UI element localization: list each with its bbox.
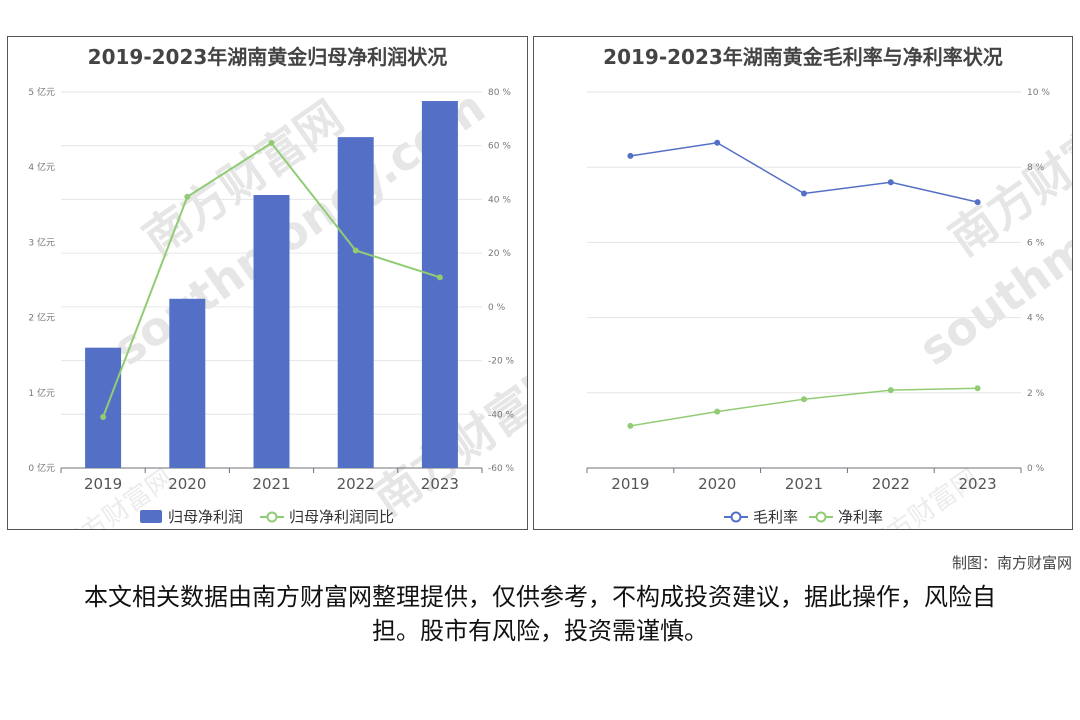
legend-line-label: 归母净利润同比 <box>289 508 394 526</box>
legend-bar-label: 归母净利润 <box>168 508 243 526</box>
net-margin-point-2023 <box>974 385 981 392</box>
legend-bar-swatch <box>140 510 162 523</box>
x-axis-label: 2022 <box>337 475 375 493</box>
yoy-point-2020 <box>184 193 191 200</box>
right-axis-tick-label: 0 % <box>488 303 506 313</box>
yoy-point-2019 <box>100 413 107 420</box>
x-axis-label: 2021 <box>252 475 290 493</box>
right-axis-tick-label: 2 % <box>1027 389 1045 399</box>
right-axis-tick-label: -40 % <box>488 410 515 420</box>
x-axis-label: 2023 <box>959 475 997 493</box>
disclaimer-text: 本文相关数据由南方财富网整理提供，仅供参考，不构成投资建议，据此操作，风险自担。… <box>84 583 996 645</box>
legend-line-marker <box>266 511 278 523</box>
yoy-point-2021 <box>268 140 275 147</box>
legend-net-margin-marker <box>815 511 827 523</box>
chart-credit: 制图：南方财富网 <box>951 554 1072 572</box>
right-axis-tick-label: 10 % <box>1027 88 1050 98</box>
x-axis-label: 2020 <box>698 475 736 493</box>
gross-margin-point-2023 <box>974 199 981 206</box>
bar-2021 <box>253 195 290 469</box>
gross-margin-point-2022 <box>887 179 894 186</box>
x-axis-label: 2020 <box>168 475 206 493</box>
bar-2023 <box>421 101 458 469</box>
bar-2020 <box>169 298 206 468</box>
x-axis-label: 2019 <box>84 475 122 493</box>
gross-margin-point-2020 <box>714 139 721 146</box>
right-axis-tick-label: 4 % <box>1027 314 1045 324</box>
yoy-point-2023 <box>436 274 443 281</box>
left-axis-tick-label: 5 亿元 <box>28 86 55 98</box>
left-axis-tick-label: 0 亿元 <box>28 462 55 474</box>
right-axis-tick-label: 0 % <box>1027 464 1045 474</box>
net-margin-point-2021 <box>801 396 807 403</box>
yoy-point-2022 <box>352 247 359 254</box>
right-axis-tick-label: -20 % <box>488 357 515 367</box>
left-axis-tick-label: 4 亿元 <box>28 161 55 173</box>
net-margin-point-2022 <box>887 387 894 394</box>
x-axis-label: 2023 <box>421 475 459 493</box>
net-margin-line <box>630 387 978 427</box>
x-axis-label: 2021 <box>785 475 823 493</box>
margin-chart-title: 2019-2023年湖南黄金毛利率与净利率状况 <box>603 45 1003 69</box>
right-axis-tick-label: 60 % <box>488 142 511 152</box>
x-axis-label: 2022 <box>872 475 910 493</box>
gross-margin-point-2019 <box>627 152 634 159</box>
left-axis-tick-label: 3 亿元 <box>28 236 55 248</box>
right-axis-tick-label: 80 % <box>488 88 511 98</box>
net-margin-point-2020 <box>714 408 721 415</box>
right-axis-tick-label: 8 % <box>1027 163 1045 173</box>
right-axis-tick-label: 6 % <box>1027 238 1045 248</box>
x-axis-label: 2019 <box>611 475 649 493</box>
legend-net-margin-label: 净利率 <box>838 508 883 526</box>
legend-gross-margin-marker <box>730 511 742 523</box>
right-axis-tick-label: 20 % <box>488 249 511 259</box>
right-axis-tick-label: 40 % <box>488 195 511 205</box>
right-axis-tick-label: -60 % <box>488 464 515 474</box>
left-axis-tick-label: 2 亿元 <box>28 312 55 324</box>
legend-gross-margin-label: 毛利率 <box>753 508 798 526</box>
left-axis-tick-label: 1 亿元 <box>28 387 55 399</box>
gross-margin-point-2021 <box>801 190 807 197</box>
bar-2019 <box>85 347 122 468</box>
net-profit-chart-title: 2019-2023年湖南黄金归母净利润状况 <box>87 45 448 69</box>
net-margin-point-2019 <box>627 422 634 429</box>
bar-2022 <box>337 137 374 468</box>
